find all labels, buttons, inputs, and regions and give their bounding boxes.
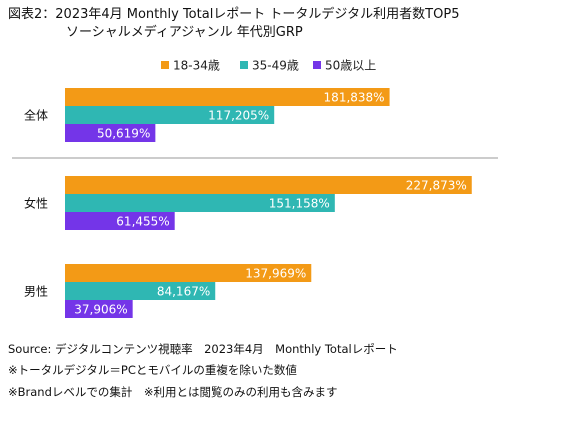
bar-3-1 bbox=[65, 264, 312, 282]
legend-label-2: 35-49歳 bbox=[252, 59, 299, 73]
category-label-1: 全体 bbox=[24, 108, 48, 123]
source-note: Source: デジタルコンテンツ視聴率 2023年4月 Monthly Tot… bbox=[8, 342, 398, 356]
chart-title-line2: ソーシャルメディアジャンル 年代別GRP bbox=[66, 25, 303, 40]
data-label-3-2: 84,167% bbox=[157, 285, 210, 299]
footnote-brand-level: ※Brandレベルでの集計 ※利用とは閲覧のみの利用も含みます bbox=[8, 385, 338, 399]
legend-label-1: 18-34歳 bbox=[173, 59, 220, 73]
data-label-2-3: 61,455% bbox=[116, 215, 169, 229]
data-label-3-3: 37,906% bbox=[74, 303, 127, 317]
data-label-1-3: 50,619% bbox=[97, 127, 150, 141]
data-label-2-1: 227,873% bbox=[406, 179, 467, 193]
bar-2-3 bbox=[65, 212, 175, 230]
category-label-2: 女性 bbox=[24, 196, 48, 211]
bar-1-3 bbox=[65, 124, 156, 142]
bar-2-1 bbox=[65, 176, 472, 194]
legend-swatch-3 bbox=[313, 61, 321, 69]
bar-3-2 bbox=[65, 282, 216, 300]
chart-title-line1: 図表2：2023年4月 Monthly Totalレポート トータルデジタル利用… bbox=[8, 7, 460, 22]
bar-2-2 bbox=[65, 194, 335, 212]
legend-swatch-1 bbox=[161, 61, 169, 69]
footnote-total-digital: ※トータルデジタル＝PCとモバイルの重複を除いた数値 bbox=[8, 363, 297, 377]
bar-3-3 bbox=[65, 300, 133, 318]
data-label-3-1: 137,969% bbox=[245, 267, 306, 281]
bar-1-1 bbox=[65, 88, 390, 106]
data-label-1-1: 181,838% bbox=[324, 91, 385, 105]
data-label-1-2: 117,205% bbox=[208, 109, 269, 123]
category-label-3: 男性 bbox=[24, 285, 48, 299]
legend-label-3: 50歳以上 bbox=[325, 59, 376, 73]
bar-1-2 bbox=[65, 106, 275, 124]
legend-swatch-2 bbox=[240, 61, 248, 69]
data-label-2-2: 151,158% bbox=[269, 197, 330, 211]
